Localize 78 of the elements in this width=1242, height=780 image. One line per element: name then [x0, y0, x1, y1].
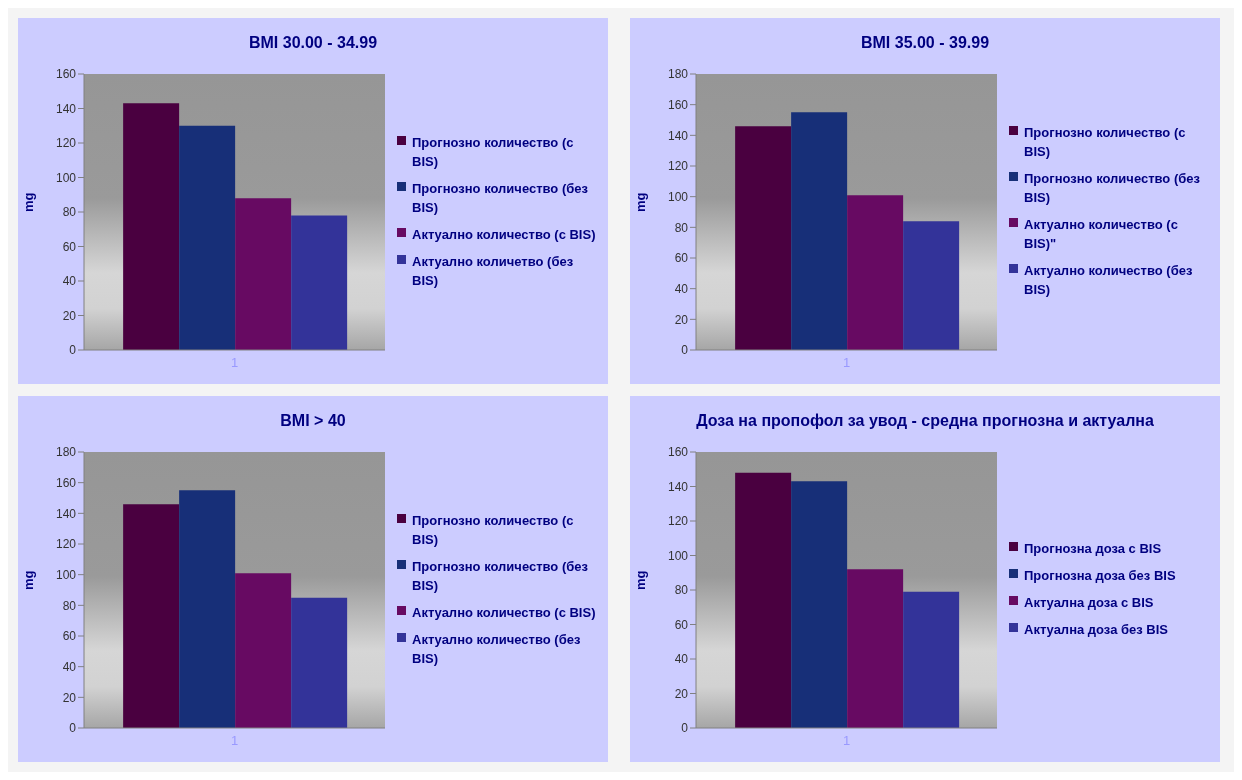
legend-label: Актуално количество (без BIS)	[412, 630, 582, 668]
y-tick-label: 0	[681, 343, 689, 358]
legend-label: Прогнозно количество (с BIS)	[412, 133, 575, 171]
legend-label: Прогнозно количество (с BIS)	[1024, 124, 1187, 161]
legend-label: Актуално количество (без BIS)	[1024, 262, 1194, 299]
y-tick-label: 180	[667, 67, 689, 82]
bar	[235, 198, 292, 350]
y-tick-label: 40	[62, 659, 77, 674]
legend-label: Актуална доза без BIS	[1024, 621, 1168, 639]
y-tick-label: 60	[674, 251, 689, 266]
y-tick-label: 120	[667, 159, 689, 174]
chart-title: Доза на пропофол за увод - средна прогнозна и актуална	[696, 412, 1154, 430]
legend-label: Прогнозна доза без BIS	[1024, 567, 1176, 585]
bar	[123, 504, 180, 728]
y-tick-label: 0	[69, 343, 77, 358]
bar	[847, 569, 904, 728]
y-tick-label: 20	[674, 312, 689, 327]
y-tick-label: 80	[62, 598, 77, 613]
y-tick-label: 20	[674, 686, 689, 701]
y-axis-title: mg	[632, 570, 648, 590]
y-tick-label: 80	[674, 583, 689, 598]
y-axis-title: mg	[632, 192, 648, 212]
y-tick-label: 140	[55, 101, 77, 116]
bar	[291, 597, 348, 728]
y-tick-label: 120	[55, 537, 77, 552]
y-tick-label: 100	[667, 189, 689, 204]
bar	[903, 221, 960, 350]
y-tick-label: 160	[667, 445, 689, 460]
y-tick-label: 180	[55, 445, 77, 460]
bar	[123, 103, 180, 350]
bar	[903, 591, 960, 728]
y-tick-label: 80	[62, 205, 77, 220]
y-tick-label: 40	[674, 281, 689, 296]
y-tick-label: 120	[55, 136, 77, 151]
bar	[791, 112, 848, 350]
y-tick-label: 20	[62, 690, 77, 705]
chart-title: BMI 30.00 - 34.99	[248, 34, 378, 52]
chart-title: BMI > 40	[280, 412, 346, 430]
legend-label: Актуално количество (с BIS)	[412, 603, 596, 622]
bar	[291, 215, 348, 350]
bar	[179, 125, 236, 350]
y-tick-label: 160	[55, 67, 77, 82]
y-tick-label: 60	[62, 239, 77, 254]
legend-label: Актуално количетво (без BIS)	[412, 252, 575, 290]
y-tick-label: 100	[55, 170, 77, 185]
y-tick-label: 160	[667, 97, 689, 112]
legend-label: Актуално количество (с BIS)	[412, 225, 596, 244]
y-tick-label: 0	[681, 721, 689, 736]
y-tick-label: 60	[674, 617, 689, 632]
y-tick-label: 40	[674, 652, 689, 667]
y-tick-label: 80	[674, 220, 689, 235]
legend-label: Актуална доза с BIS	[1024, 594, 1154, 612]
legend-label: Прогнозна доза с BIS	[1024, 540, 1162, 558]
y-tick-label: 100	[55, 567, 77, 582]
y-tick-label: 160	[55, 475, 77, 490]
bar	[847, 195, 904, 350]
bar	[735, 472, 792, 728]
y-axis-title: mg	[20, 570, 36, 590]
bar	[235, 573, 292, 728]
y-tick-label: 120	[667, 514, 689, 529]
legend-label: Прогнозно количество (без BIS)	[412, 557, 589, 595]
y-tick-label: 20	[62, 308, 77, 323]
legend-label: Прогнозно количество (без BIS)	[1024, 170, 1201, 207]
y-tick-label: 100	[667, 548, 689, 563]
chart-title: BMI 35.00 - 39.99	[860, 34, 990, 52]
legend-label: Актуално количество (с BIS)"	[1024, 216, 1179, 253]
bar	[735, 126, 792, 350]
y-tick-label: 0	[69, 721, 77, 736]
bar	[179, 490, 236, 728]
y-tick-label: 40	[62, 274, 77, 289]
legend-label: Прогнозно количество (с BIS)	[412, 511, 575, 549]
y-axis-title: mg	[20, 192, 36, 212]
y-tick-label: 140	[55, 506, 77, 521]
legend-label: Прогнозно количество (без BIS)	[412, 179, 589, 217]
y-tick-label: 140	[667, 479, 689, 494]
y-tick-label: 140	[667, 128, 689, 143]
y-tick-label: 60	[62, 629, 77, 644]
bar	[791, 481, 848, 728]
